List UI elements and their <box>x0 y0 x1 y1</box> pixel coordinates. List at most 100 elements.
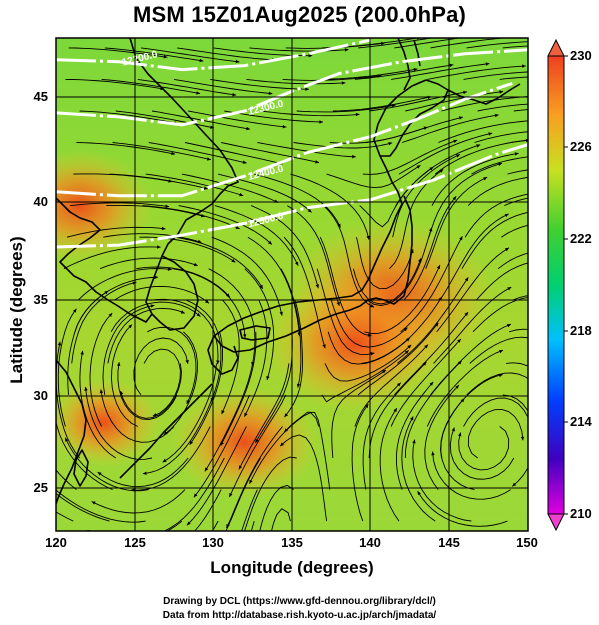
streamline <box>466 41 528 49</box>
streamline <box>193 394 250 498</box>
streamline-arrowhead <box>451 427 455 432</box>
streamline-arrowhead <box>254 546 257 550</box>
streamline-arrowhead <box>422 362 427 366</box>
grid-lines <box>56 38 528 531</box>
streamline-arrowhead <box>236 542 239 546</box>
streamline <box>405 91 504 112</box>
streamline-arrowhead <box>239 192 244 197</box>
colorbar-tick-label: 210 <box>570 506 592 521</box>
streamline-arrowhead <box>424 344 428 349</box>
streamline-arrowhead <box>308 53 313 58</box>
streamline-arrowhead <box>535 44 539 48</box>
streamline-arrowhead <box>162 458 167 463</box>
streamline <box>436 247 510 333</box>
streamline-arrowhead <box>243 334 247 338</box>
streamline-arrowhead <box>221 410 225 415</box>
streamline <box>172 268 246 338</box>
streamline-arrowhead <box>266 376 270 380</box>
streamline <box>296 104 396 113</box>
streamline-arrowhead <box>238 465 243 470</box>
streamline-arrowhead <box>488 132 493 136</box>
streamline-arrowhead <box>410 416 414 421</box>
streamline-arrowhead <box>226 524 230 529</box>
streamline-arrowhead <box>449 63 454 67</box>
streamline <box>477 103 528 112</box>
coast-korea <box>151 255 199 331</box>
streamline-arrowhead <box>84 386 88 391</box>
streamline <box>143 348 181 417</box>
x-tick-label: 140 <box>359 535 381 550</box>
streamline-arrowhead <box>404 350 409 355</box>
streamline <box>133 337 189 396</box>
streamline <box>283 236 326 349</box>
streamline-arrowhead <box>539 390 543 394</box>
streamline <box>107 307 185 364</box>
streamline <box>356 237 414 290</box>
streamline <box>140 47 240 63</box>
streamline <box>142 394 214 475</box>
streamline-arrowhead <box>535 138 539 142</box>
streamline <box>425 176 488 269</box>
colorbar-tick-label: 230 <box>570 48 592 63</box>
streamline-arrowhead <box>341 81 346 85</box>
streamline-arrowhead <box>305 87 309 91</box>
y-tick-label: 45 <box>33 89 48 104</box>
coast-japan-pacific <box>213 195 413 353</box>
warm-region <box>172 386 318 499</box>
streamline-arrowhead <box>152 413 157 417</box>
colorbar-tick-label: 222 <box>570 231 592 246</box>
streamline <box>257 142 356 158</box>
streamline <box>100 389 175 443</box>
chart-title: MSM 15Z01Aug2025 (200.0hPa) <box>132 2 467 27</box>
coastlines <box>56 38 521 505</box>
streamline <box>471 156 528 175</box>
streamline <box>357 322 439 396</box>
streamline-arrowhead <box>538 107 542 111</box>
x-tick-label: 150 <box>516 535 538 550</box>
streamline <box>139 236 236 263</box>
streamline-arrowhead <box>246 126 250 131</box>
streamline-arrowhead <box>344 48 349 52</box>
streamline-arrowhead <box>267 545 271 549</box>
streamline <box>463 397 528 427</box>
streamline-arrowhead <box>535 191 539 194</box>
streamline <box>131 426 211 491</box>
streamline-arrowhead <box>295 261 299 266</box>
streamline-arrowhead <box>186 400 190 404</box>
streamline <box>70 202 170 208</box>
streamline-arrowhead <box>388 142 393 146</box>
streamline-arrowhead <box>203 186 208 190</box>
streamline-arrowhead <box>180 310 185 314</box>
streamline <box>430 323 512 396</box>
streamline-arrowhead <box>80 350 84 355</box>
streamline-arrowhead <box>163 431 168 435</box>
streamline <box>97 457 189 488</box>
streamline-arrowhead <box>455 385 459 389</box>
streamline-arrowhead <box>65 437 69 442</box>
streamline <box>163 331 198 436</box>
streamline <box>113 285 210 304</box>
streamline-arrowhead <box>494 113 499 118</box>
streamline <box>282 75 382 81</box>
streamline <box>248 412 320 485</box>
streamline-arrowhead <box>506 324 511 328</box>
streamline-arrowhead <box>204 467 209 472</box>
streamline-arrowhead <box>418 258 422 263</box>
streamline-arrowhead <box>532 119 536 123</box>
streamline-arrowhead <box>431 451 435 456</box>
x-axis-label: Longitude (degrees) <box>210 558 374 577</box>
streamline-arrowhead <box>319 120 323 124</box>
streamline <box>513 109 528 112</box>
streamline <box>326 164 421 189</box>
streamline-arrowhead <box>483 177 488 181</box>
streamline-arrowhead <box>296 383 301 388</box>
streamline <box>102 304 155 395</box>
streamline <box>290 173 370 240</box>
streamline-arrowhead <box>429 381 434 386</box>
coast-kurils <box>447 83 521 105</box>
x-tick-label: 125 <box>124 535 146 550</box>
streamline <box>189 331 223 446</box>
streamline <box>365 116 464 143</box>
streamline-arrowhead <box>282 125 287 129</box>
